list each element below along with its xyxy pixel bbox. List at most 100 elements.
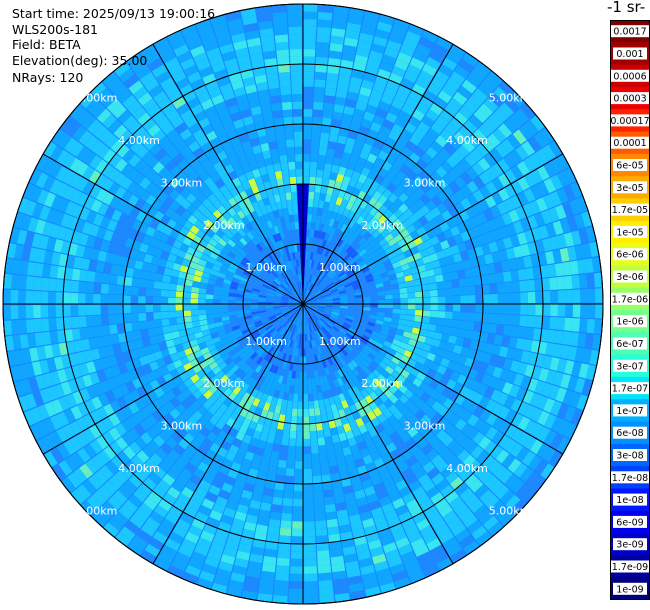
range-bin [307, 292, 313, 299]
range-bin [282, 337, 288, 346]
range-bin [310, 299, 318, 302]
range-bin [478, 123, 492, 138]
range-bin [29, 186, 43, 202]
range-bin [153, 90, 168, 104]
range-bin [36, 189, 49, 205]
range-bin [404, 325, 413, 333]
range-bin [148, 537, 165, 551]
range-bin [141, 150, 154, 164]
range-bin [471, 525, 488, 540]
range-bin [518, 124, 533, 140]
range-bin [265, 298, 274, 301]
range-bin [282, 109, 293, 118]
range-bin [570, 408, 584, 425]
range-bin [310, 370, 315, 379]
range-bin [343, 234, 352, 244]
range-bin [317, 301, 326, 304]
range-bin [325, 405, 333, 414]
range-bin [266, 326, 274, 333]
range-bin [248, 561, 262, 571]
range-bin [474, 285, 483, 295]
range-bin [225, 451, 236, 462]
range-bin [288, 438, 296, 447]
range-bin [464, 153, 478, 167]
range-bin [318, 281, 325, 288]
range-bin [114, 423, 127, 437]
range-bin [481, 138, 495, 153]
range-bin [272, 280, 280, 287]
range-bin [306, 318, 309, 326]
range-bin [169, 505, 183, 519]
range-bin [71, 268, 81, 281]
range-bin [363, 579, 379, 590]
range-bin [300, 356, 303, 364]
range-bin [509, 442, 524, 458]
range-bin [146, 320, 155, 329]
range-bin [552, 343, 563, 358]
range-bin [248, 261, 257, 269]
range-bin [562, 261, 572, 276]
range-bin [129, 207, 141, 219]
range-bin [298, 386, 303, 394]
range-bin [301, 266, 303, 274]
range-bin [349, 154, 359, 164]
range-bin [317, 320, 324, 328]
range-bin [452, 253, 463, 263]
range-bin [271, 282, 279, 288]
range-bin [344, 226, 352, 235]
range-bin [275, 241, 282, 250]
range-bin [482, 284, 491, 294]
range-bin [395, 170, 407, 182]
range-bin [463, 100, 478, 114]
range-bin [200, 98, 214, 111]
range-bin [389, 491, 402, 503]
range-bin [374, 28, 390, 40]
range-bin [481, 221, 492, 234]
range-bin [211, 582, 228, 594]
range-bin [413, 361, 424, 371]
range-bin [222, 546, 237, 558]
range-bin [76, 146, 90, 161]
range-bin [389, 148, 401, 159]
range-bin [188, 140, 201, 153]
range-bin [366, 493, 379, 504]
range-bin [239, 237, 248, 246]
range-bin [298, 214, 303, 222]
range-bin [409, 505, 423, 518]
range-bin [293, 283, 298, 291]
range-bin [239, 465, 250, 476]
range-bin [151, 186, 163, 199]
range-bin [351, 336, 360, 344]
range-bin [455, 418, 467, 431]
range-bin [278, 285, 286, 291]
range-bin [297, 251, 301, 260]
range-bin [277, 275, 284, 282]
range-bin [181, 398, 192, 410]
range-bin [467, 414, 480, 427]
range-bin [337, 369, 345, 378]
range-bin [101, 273, 111, 284]
range-bin [97, 346, 108, 359]
range-bin [474, 484, 489, 499]
range-bin [310, 348, 314, 356]
range-bin [344, 37, 358, 47]
range-bin [248, 359, 256, 369]
range-bin [351, 394, 360, 404]
range-bin [461, 79, 477, 94]
range-bin [40, 305, 49, 318]
range-bin [193, 326, 202, 334]
range-bin [55, 279, 65, 292]
range-bin [177, 382, 188, 393]
range-bin [196, 577, 213, 590]
colorbar-tick-label: 1e-06 [616, 317, 643, 328]
range-bin [328, 381, 336, 390]
range-bin [467, 286, 476, 295]
range-bin [293, 214, 299, 222]
range-bin [362, 300, 371, 304]
range-bin [213, 304, 221, 309]
range-bin [211, 478, 224, 489]
range-bin [392, 293, 401, 299]
range-bin [333, 104, 345, 114]
range-bin [424, 211, 435, 222]
range-bin [373, 220, 383, 230]
